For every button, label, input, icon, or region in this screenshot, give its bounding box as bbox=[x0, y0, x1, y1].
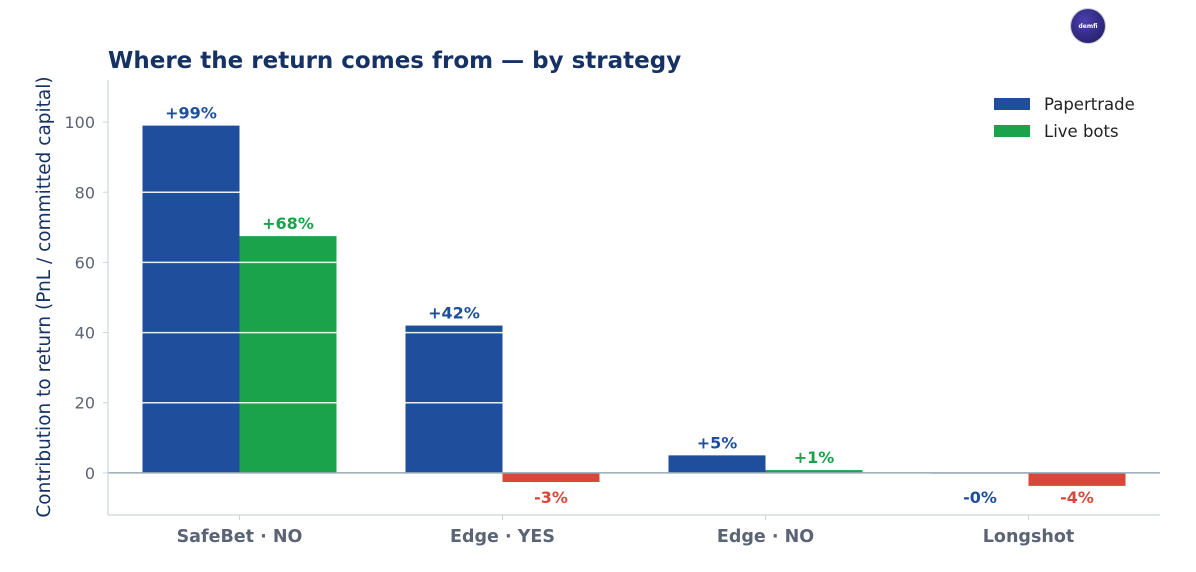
legend-label: Live bots bbox=[1044, 122, 1119, 141]
bar bbox=[405, 325, 503, 473]
y-tick-label: 0 bbox=[85, 464, 95, 483]
data-labels: +99% +68% +42% -3% +5% +1% -0% -4% bbox=[165, 104, 1094, 507]
x-tick-label: Longshot bbox=[983, 527, 1074, 547]
bar bbox=[668, 455, 766, 473]
y-tick-label: 40 bbox=[75, 324, 95, 343]
legend-swatch bbox=[994, 125, 1030, 137]
data-label: +1% bbox=[794, 448, 835, 467]
data-label: +42% bbox=[428, 304, 480, 323]
bars bbox=[108, 121, 1160, 486]
x-tick-label: Edge · NO bbox=[717, 527, 814, 547]
bar bbox=[142, 125, 240, 473]
chart-title: Where the return comes from — by strateg… bbox=[108, 48, 681, 74]
data-label: +99% bbox=[165, 104, 217, 123]
x-tick-label: SafeBet · NO bbox=[177, 527, 303, 547]
y-tick-label: 100 bbox=[64, 113, 95, 132]
axes: 0 20 40 60 80 100 SafeBet · NO Edge · YES Edge ·… bbox=[64, 80, 1160, 547]
bar bbox=[1028, 472, 1126, 486]
legend-label: Papertrade bbox=[1044, 95, 1135, 114]
data-label: +5% bbox=[697, 433, 738, 452]
data-label: +68% bbox=[262, 214, 314, 233]
data-label: -3% bbox=[534, 488, 568, 507]
bar bbox=[239, 236, 337, 473]
brand-logo: demfi bbox=[1071, 9, 1105, 43]
data-label: -0% bbox=[963, 488, 997, 507]
bar bbox=[502, 472, 600, 483]
y-axis-label: Contribution to return (PnL / committed … bbox=[34, 76, 55, 517]
data-label: -4% bbox=[1060, 488, 1094, 507]
y-tick-label: 60 bbox=[75, 253, 95, 272]
bar bbox=[765, 470, 863, 473]
y-tick-label: 80 bbox=[75, 183, 95, 202]
legend: Papertrade Live bots bbox=[994, 95, 1135, 141]
x-tick-label: Edge · YES bbox=[450, 527, 555, 547]
y-tick-label: 20 bbox=[75, 394, 95, 413]
legend-swatch bbox=[994, 98, 1030, 110]
